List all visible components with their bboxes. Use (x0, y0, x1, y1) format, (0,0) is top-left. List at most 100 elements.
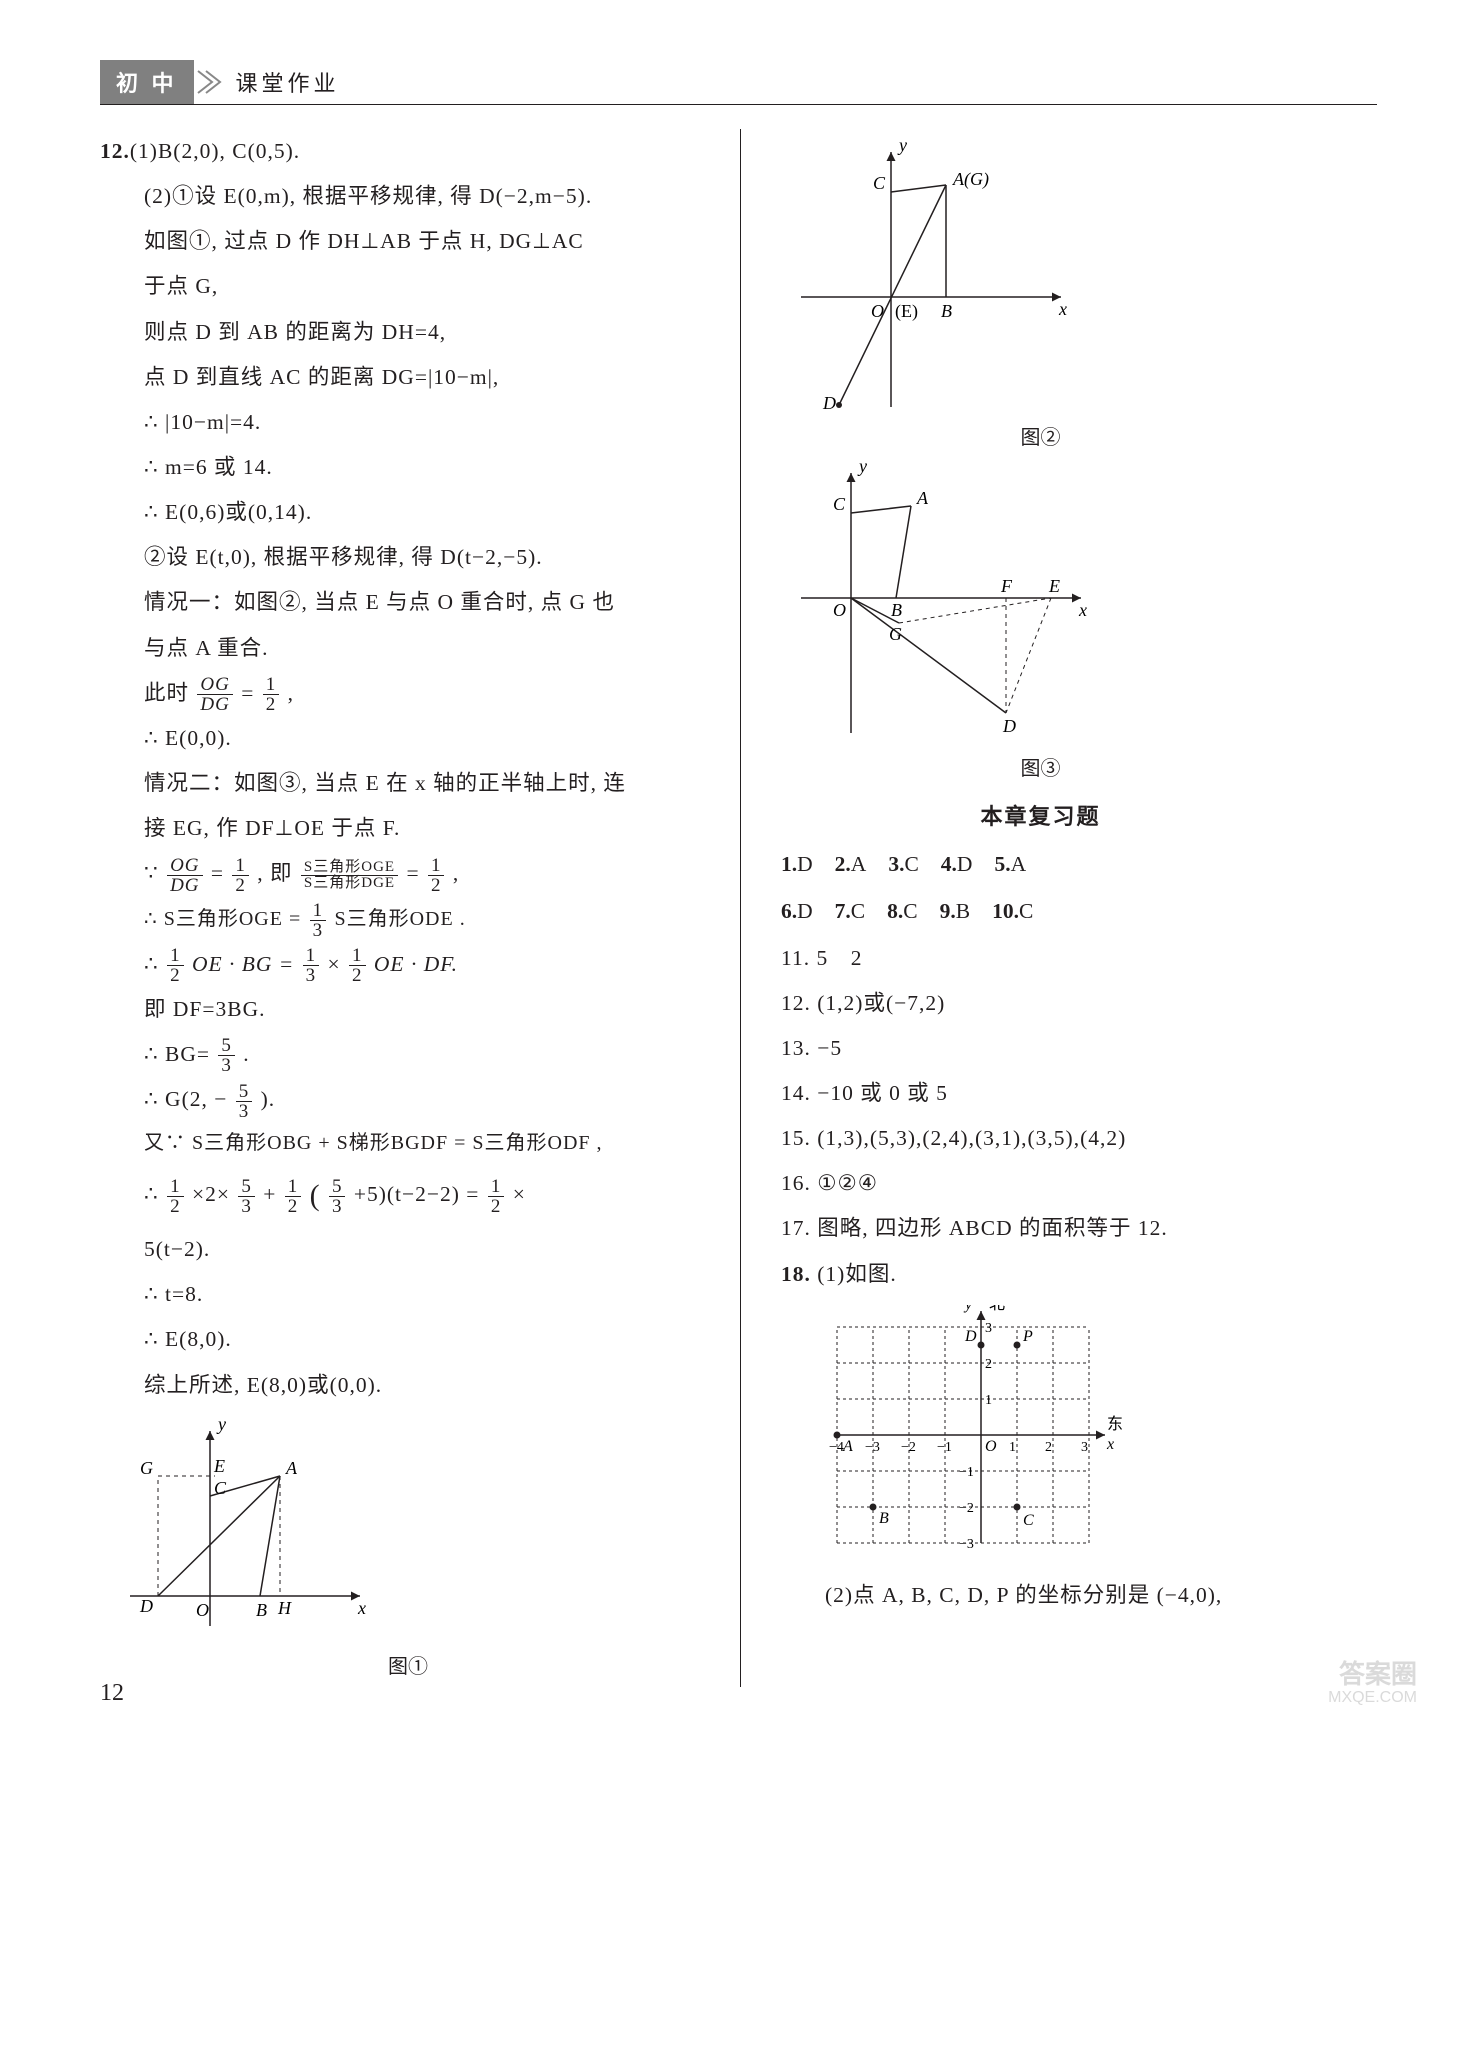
suffix: × (513, 1182, 526, 1206)
svg-text:东: 东 (1107, 1415, 1123, 1433)
text-line: 与点 A 重合. (100, 626, 716, 671)
fraction: 13 (310, 901, 327, 940)
lbl-O: O (833, 600, 846, 620)
page-number: 12 (100, 1680, 124, 1707)
fraction: 12 (232, 856, 249, 895)
svg-text:3: 3 (1081, 1440, 1088, 1455)
text-line: 5(t−2). (100, 1227, 716, 1272)
left-column: 12.(1)B(2,0), C(0,5). (2)①设 E(0,m), 根据平移… (100, 129, 740, 1687)
fraction: 12 (263, 675, 280, 714)
answer-item: 7.C (835, 888, 865, 935)
prefix: ∴ (144, 1182, 159, 1206)
right-column: y x C A(G) O (E) B D 图② (740, 129, 1300, 1687)
fraction: 53 (218, 1036, 235, 1075)
fig2-svg: y x C A(G) O (E) B D (781, 137, 1081, 417)
prefix: ∵ (144, 861, 159, 885)
text-line: 情况二：如图③, 当点 E 在 x 轴的正半轴上时, 连 (100, 761, 716, 806)
text-line: ∴ m=6 或 14. (100, 445, 716, 490)
suffix: ). (261, 1087, 276, 1111)
mid: + (263, 1182, 276, 1206)
svg-text:北: 北 (989, 1305, 1005, 1313)
eq: = (406, 861, 419, 885)
answer-item: 5.A (994, 841, 1026, 888)
watermark: 答案圈 MXQE.COM (1328, 1660, 1417, 1706)
answer-line: 16. ①②④ (781, 1161, 1300, 1206)
prefix: ∴ G(2, − (144, 1087, 227, 1111)
text-line: 于点 G, (100, 264, 716, 309)
text-line: 情况一：如图②, 当点 E 与点 O 重合时, 点 G 也 (100, 580, 716, 625)
suffix: , (288, 681, 294, 705)
lbl-F: F (1000, 576, 1013, 596)
lbl-y: y (216, 1416, 226, 1434)
fraction: S三角形OGES三角形DGE (301, 860, 398, 891)
mid: OE · BG = (192, 952, 294, 976)
prefix: 此时 (144, 681, 189, 705)
mid: , 即 (257, 861, 292, 885)
frac-line: 此时 OGDG = 12 , (100, 671, 716, 716)
svg-text:B: B (879, 1510, 889, 1527)
mid: ( (310, 1179, 321, 1212)
content-columns: 12.(1)B(2,0), C(0,5). (2)①设 E(0,m), 根据平移… (100, 129, 1377, 1687)
lbl-B: B (941, 301, 952, 321)
fraction: 12 (349, 946, 366, 985)
svg-text:D: D (964, 1328, 977, 1345)
prefix: ∴ (144, 952, 159, 976)
text-line: 即 DF=3BG. (100, 987, 716, 1032)
lbl-E: (E) (895, 301, 918, 322)
lbl-H: H (277, 1598, 292, 1618)
svg-text:−3: −3 (865, 1440, 880, 1455)
lbl-D: D (139, 1596, 153, 1616)
answer-line: 14. −10 或 0 或 5 (781, 1071, 1300, 1116)
svg-text:C: C (1023, 1512, 1034, 1529)
text-line: 则点 D 到 AB 的距离为 DH=4, (100, 310, 716, 355)
fig1-caption: 图① (100, 1650, 716, 1679)
q18-1: (1)如图. (817, 1262, 896, 1286)
svg-text:1: 1 (985, 1393, 992, 1408)
figure-3: y x C A O B G F E D 图③ (781, 458, 1300, 781)
svg-text:O: O (985, 1438, 997, 1455)
suffix: . (243, 1042, 249, 1066)
answers-row-1: 1.D2.A3.C4.D5.A (781, 841, 1300, 888)
suffix: S三角形ODE . (334, 908, 465, 930)
answer-item: 9.B (940, 888, 970, 935)
fraction: 53 (329, 1177, 346, 1216)
fraction: 12 (167, 1177, 184, 1216)
fig2-caption: 图② (781, 421, 1300, 450)
q12-line1: 12.(1)B(2,0), C(0,5). (100, 129, 716, 174)
text-line: 点 D 到直线 AC 的距离 DG=|10−m|, (100, 355, 716, 400)
text-line: ∴ t=8. (100, 1272, 716, 1317)
fig1-svg: y x O G E C A D H B (100, 1416, 380, 1646)
frac-line: ∴ 12 OE · BG = 13 × 12 OE · DF. (100, 942, 716, 987)
lbl-D: D (822, 393, 836, 413)
lbl-O: O (196, 1600, 209, 1620)
svg-text:−3: −3 (959, 1537, 974, 1552)
watermark-bottom: MXQE.COM (1328, 1689, 1417, 1707)
lbl-y: y (857, 458, 867, 476)
lbl-C: C (833, 494, 846, 514)
section-title: 本章复习题 (781, 799, 1300, 831)
header-badge: 初 中 (100, 60, 194, 104)
suffix: , (453, 861, 459, 885)
q12-num: 12. (100, 139, 130, 163)
answer-item: 1.D (781, 841, 813, 888)
answer-item: 4.D (941, 841, 973, 888)
header-title: 课堂作业 (236, 66, 340, 98)
svg-text:−4: −4 (829, 1440, 844, 1455)
fraction: 12 (285, 1177, 302, 1216)
fraction: 53 (236, 1082, 253, 1121)
lbl-E: E (1048, 576, 1060, 596)
figure-grid: −4−3−2−1123123−1−2−3OABCDP北y东x (781, 1305, 1300, 1565)
fraction: 13 (303, 946, 320, 985)
text-line: ∴ E(0,6)或(0,14). (100, 490, 716, 535)
svg-text:P: P (1022, 1328, 1033, 1345)
answer-line: 13. −5 (781, 1026, 1300, 1071)
text-line: ②设 E(t,0), 根据平移规律, 得 D(t−2,−5). (100, 535, 716, 580)
text-line: ∴ E(0,0). (100, 716, 716, 761)
lbl-x: x (1078, 600, 1087, 620)
answer-line: 18. (1)如图. (781, 1252, 1300, 1297)
lbl-A: A (916, 488, 929, 508)
text-line: ∴ E(8,0). (100, 1317, 716, 1362)
lbl-y: y (897, 137, 907, 155)
svg-text:x: x (1106, 1436, 1114, 1453)
text-line: 接 EG, 作 DF⊥OE 于点 F. (100, 806, 716, 851)
